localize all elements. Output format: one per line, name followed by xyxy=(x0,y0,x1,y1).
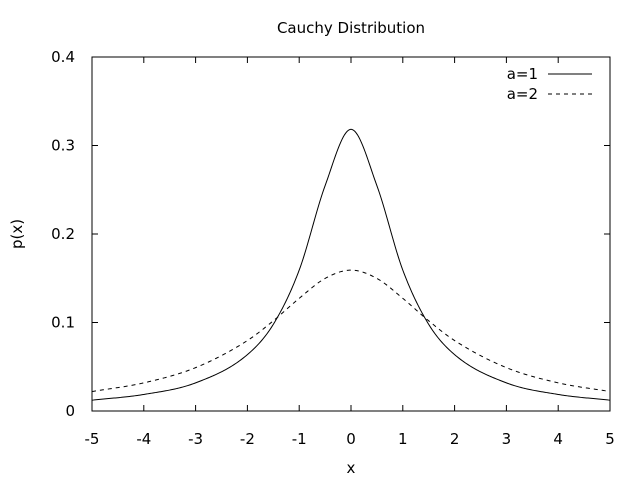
x-tick-label: 3 xyxy=(502,430,512,448)
x-tick-label: 4 xyxy=(553,430,563,448)
y-tick-label: 0.2 xyxy=(51,225,75,243)
x-tick-label: -3 xyxy=(188,430,203,448)
legend: a=1a=2 xyxy=(507,65,592,103)
y-tick-label: 0 xyxy=(65,402,75,420)
x-tick-label: -2 xyxy=(240,430,255,448)
series-line-2 xyxy=(91,269,611,393)
x-ticks: -5 -4 -3 -2 -1 0 1 2 3 4 5 xyxy=(85,57,615,448)
y-axis-label: p(x) xyxy=(8,219,26,249)
y-tick-label: 0.3 xyxy=(51,137,75,155)
series-lines xyxy=(91,128,611,401)
legend-label: a=2 xyxy=(507,85,538,103)
y-tick-label: 0.4 xyxy=(51,48,75,66)
x-tick-label: 0 xyxy=(346,430,356,448)
x-tick-label: -5 xyxy=(85,430,100,448)
x-tick-label: 2 xyxy=(450,430,460,448)
legend-label: a=1 xyxy=(507,65,538,83)
y-tick-label: 0.1 xyxy=(51,314,75,332)
x-tick-label: 1 xyxy=(398,430,408,448)
series-line-1 xyxy=(91,128,611,401)
x-tick-label: -4 xyxy=(136,430,151,448)
x-tick-label: 5 xyxy=(605,430,615,448)
x-axis-label: x xyxy=(347,459,356,477)
y-ticks: 0 0.1 0.2 0.3 0.4 xyxy=(51,48,610,420)
chart-title: Cauchy Distribution xyxy=(277,19,425,37)
x-tick-label: -1 xyxy=(292,430,307,448)
plot-frame xyxy=(91,56,611,412)
